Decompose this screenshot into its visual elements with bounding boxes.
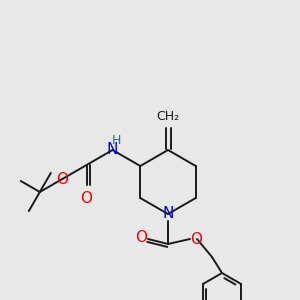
Text: H: H xyxy=(112,134,121,148)
Text: O: O xyxy=(81,191,93,206)
Text: CH₂: CH₂ xyxy=(156,110,180,123)
Text: O: O xyxy=(135,230,147,245)
Text: O: O xyxy=(190,232,202,247)
Text: N: N xyxy=(162,206,174,221)
Text: N: N xyxy=(107,142,118,158)
Text: O: O xyxy=(56,172,68,187)
